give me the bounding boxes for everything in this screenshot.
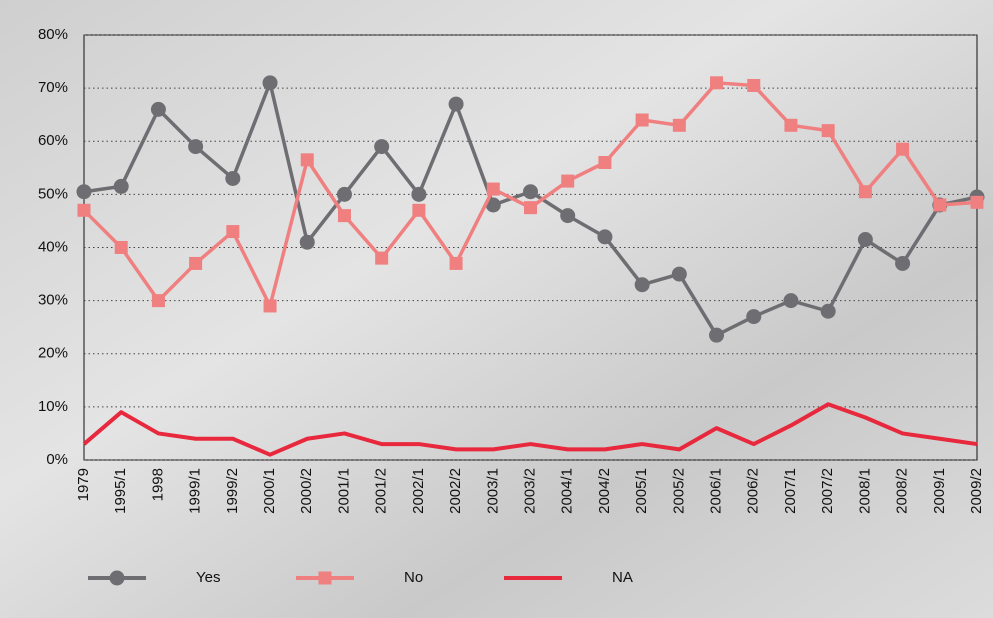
x-tick-label: 2003/1 bbox=[484, 468, 501, 514]
data-point bbox=[933, 198, 947, 212]
x-tick-label: 2008/1 bbox=[856, 468, 873, 514]
data-point bbox=[76, 184, 92, 200]
data-point bbox=[262, 75, 278, 91]
data-point bbox=[560, 208, 576, 224]
legend-label: Yes bbox=[196, 569, 220, 586]
data-point bbox=[374, 139, 390, 155]
data-point bbox=[263, 299, 277, 313]
x-tick-label: 1998 bbox=[149, 468, 166, 501]
data-point bbox=[598, 156, 612, 169]
data-point bbox=[486, 182, 500, 196]
data-point bbox=[634, 277, 650, 293]
x-tick-label: 2006/1 bbox=[708, 468, 725, 514]
x-tick-label: 2004/2 bbox=[596, 468, 613, 514]
x-tick-label: 2003/2 bbox=[521, 468, 538, 514]
legend-marker bbox=[109, 570, 125, 586]
x-tick-label: 2009/1 bbox=[931, 468, 948, 514]
x-tick-label: 2005/2 bbox=[670, 468, 687, 514]
y-tick-label: 40% bbox=[38, 238, 68, 255]
data-point bbox=[524, 201, 537, 215]
data-point bbox=[710, 76, 724, 90]
data-point bbox=[485, 197, 501, 213]
x-tick-label: 2007/2 bbox=[819, 468, 836, 514]
data-point bbox=[150, 101, 166, 117]
data-point bbox=[523, 184, 538, 200]
data-point bbox=[411, 186, 427, 202]
x-tick-label: 2009/2 bbox=[968, 468, 985, 514]
data-point bbox=[226, 225, 240, 239]
data-point bbox=[896, 142, 910, 156]
x-tick-label: 1979 bbox=[75, 468, 92, 501]
series-line bbox=[82, 402, 978, 457]
data-point bbox=[299, 234, 315, 250]
x-tick-label: 2008/2 bbox=[894, 468, 911, 514]
legend-label: No bbox=[404, 569, 423, 586]
data-point bbox=[225, 170, 241, 186]
x-tick-label: 2002/1 bbox=[410, 468, 427, 514]
data-point bbox=[337, 209, 351, 223]
x-tick-label: 2001/1 bbox=[335, 468, 352, 514]
data-point bbox=[895, 255, 911, 271]
x-tick-label: 2000/1 bbox=[261, 468, 278, 514]
data-point bbox=[746, 309, 762, 325]
x-tick-label: 2001/2 bbox=[373, 468, 390, 514]
y-tick-label: 70% bbox=[38, 79, 68, 96]
x-tick-label: 2007/1 bbox=[782, 468, 799, 514]
data-point bbox=[709, 327, 725, 343]
x-tick-label: 2000/2 bbox=[298, 468, 315, 514]
y-tick-label: 80% bbox=[38, 26, 68, 43]
legend-marker bbox=[318, 571, 332, 585]
x-tick-label: 2004/1 bbox=[559, 468, 576, 514]
x-tick-label: 1999/2 bbox=[224, 468, 241, 514]
data-point bbox=[671, 266, 687, 282]
data-point bbox=[375, 251, 389, 265]
y-tick-label: 0% bbox=[46, 451, 68, 468]
data-point bbox=[597, 229, 613, 245]
data-point bbox=[189, 256, 203, 270]
legend-label: NA bbox=[612, 569, 633, 586]
data-point bbox=[300, 153, 314, 167]
data-point bbox=[113, 178, 129, 194]
data-point bbox=[820, 303, 836, 319]
data-point bbox=[77, 203, 91, 217]
data-point bbox=[561, 174, 575, 188]
x-tick-label: 2002/2 bbox=[447, 468, 464, 514]
data-point bbox=[858, 185, 872, 199]
y-tick-label: 10% bbox=[38, 398, 68, 415]
data-point bbox=[188, 139, 204, 155]
data-point bbox=[821, 124, 835, 138]
x-tick-label: 2005/1 bbox=[633, 468, 650, 514]
data-point bbox=[412, 203, 426, 217]
x-tick-label: 2006/2 bbox=[745, 468, 762, 514]
data-point bbox=[857, 232, 873, 248]
y-tick-label: 60% bbox=[38, 132, 68, 149]
data-point bbox=[783, 293, 799, 309]
data-point bbox=[970, 195, 984, 209]
x-tick-label: 1999/1 bbox=[187, 468, 204, 514]
y-tick-label: 50% bbox=[38, 185, 68, 202]
data-point bbox=[747, 78, 761, 92]
data-point bbox=[336, 186, 352, 202]
data-point bbox=[672, 118, 686, 132]
data-point bbox=[635, 113, 649, 127]
data-point bbox=[114, 241, 128, 254]
y-tick-label: 30% bbox=[38, 292, 68, 309]
x-tick-label: 1995/1 bbox=[112, 468, 129, 514]
data-point bbox=[448, 96, 464, 112]
data-point bbox=[784, 118, 798, 132]
data-point bbox=[151, 294, 165, 308]
y-tick-label: 20% bbox=[38, 345, 68, 362]
data-point bbox=[449, 256, 463, 270]
